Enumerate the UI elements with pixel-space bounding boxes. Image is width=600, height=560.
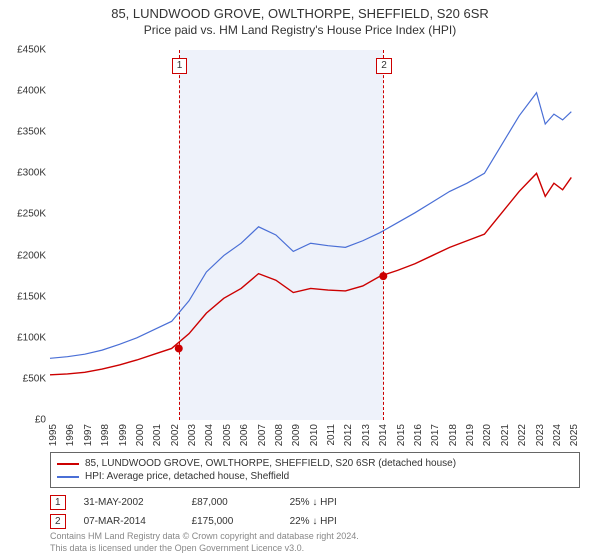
x-tick: 2020 (482, 424, 493, 446)
plot-area: 1 2 £0£50K£100K£150K£200K£250K£300K£350K… (50, 50, 580, 420)
legend-swatch-hpi (57, 476, 79, 478)
y-tick: £300K (17, 168, 50, 179)
txn-price-1: £87,000 (192, 497, 272, 508)
y-tick: £150K (17, 291, 50, 302)
x-tick: 1995 (48, 424, 59, 446)
chart-subtitle: Price paid vs. HM Land Registry's House … (0, 21, 600, 37)
series-hpi (50, 93, 571, 359)
txn-badge-1: 1 (50, 495, 66, 510)
x-tick: 2008 (274, 424, 285, 446)
txn-date-1: 31-MAY-2002 (84, 497, 174, 508)
x-tick: 2013 (361, 424, 372, 446)
y-tick: £250K (17, 209, 50, 220)
x-tick: 1996 (65, 424, 76, 446)
legend-label-hpi: HPI: Average price, detached house, Shef… (85, 471, 289, 482)
txn-row-2: 2 07-MAR-2014 £175,000 22% ↓ HPI (50, 512, 580, 531)
x-tick: 2023 (535, 424, 546, 446)
chart-svg (50, 50, 580, 420)
x-tick: 2016 (413, 424, 424, 446)
x-tick: 2007 (257, 424, 268, 446)
x-tick: 2009 (291, 424, 302, 446)
txn-date-2: 07-MAR-2014 (84, 516, 174, 527)
x-tick: 2010 (309, 424, 320, 446)
x-tick: 2019 (465, 424, 476, 446)
transactions: 1 31-MAY-2002 £87,000 25% ↓ HPI 2 07-MAR… (50, 493, 580, 531)
x-tick: 2011 (326, 424, 337, 446)
y-tick: £400K (17, 86, 50, 97)
txn-badge-2: 2 (50, 514, 66, 529)
x-tick: 1999 (118, 424, 129, 446)
y-tick: £200K (17, 250, 50, 261)
txn-row-1: 1 31-MAY-2002 £87,000 25% ↓ HPI (50, 493, 580, 512)
x-tick: 1998 (100, 424, 111, 446)
x-tick: 2025 (569, 424, 580, 446)
x-tick: 2002 (170, 424, 181, 446)
marker-dot-2 (379, 272, 387, 280)
legend-row-hpi: HPI: Average price, detached house, Shef… (57, 470, 573, 483)
y-tick: £450K (17, 45, 50, 56)
chart-container: 85, LUNDWOOD GROVE, OWLTHORPE, SHEFFIELD… (0, 0, 600, 560)
x-tick: 2006 (239, 424, 250, 446)
x-tick: 2018 (448, 424, 459, 446)
chart-title: 85, LUNDWOOD GROVE, OWLTHORPE, SHEFFIELD… (0, 0, 600, 21)
x-tick: 2000 (135, 424, 146, 446)
txn-price-2: £175,000 (192, 516, 272, 527)
series-property (50, 173, 571, 374)
legend-swatch-property (57, 463, 79, 465)
x-tick: 2004 (204, 424, 215, 446)
y-tick: £100K (17, 332, 50, 343)
footer-line-2: This data is licensed under the Open Gov… (50, 542, 580, 554)
x-tick: 2012 (343, 424, 354, 446)
legend-label-property: 85, LUNDWOOD GROVE, OWLTHORPE, SHEFFIELD… (85, 458, 456, 469)
txn-delta-1: 25% ↓ HPI (290, 497, 380, 508)
y-tick: £350K (17, 127, 50, 138)
x-tick: 2014 (378, 424, 389, 446)
txn-delta-2: 22% ↓ HPI (290, 516, 380, 527)
y-tick: £50K (23, 373, 50, 384)
x-tick: 2017 (430, 424, 441, 446)
x-tick: 2005 (222, 424, 233, 446)
x-tick: 2024 (552, 424, 563, 446)
legend: 85, LUNDWOOD GROVE, OWLTHORPE, SHEFFIELD… (50, 452, 580, 488)
marker-dot-1 (175, 344, 183, 352)
legend-row-property: 85, LUNDWOOD GROVE, OWLTHORPE, SHEFFIELD… (57, 457, 573, 470)
footer-line-1: Contains HM Land Registry data © Crown c… (50, 530, 580, 542)
footer: Contains HM Land Registry data © Crown c… (50, 530, 580, 554)
x-tick: 1997 (83, 424, 94, 446)
x-tick: 2022 (517, 424, 528, 446)
x-tick: 2021 (500, 424, 511, 446)
x-tick: 2003 (187, 424, 198, 446)
x-tick: 2001 (152, 424, 163, 446)
x-tick: 2015 (396, 424, 407, 446)
